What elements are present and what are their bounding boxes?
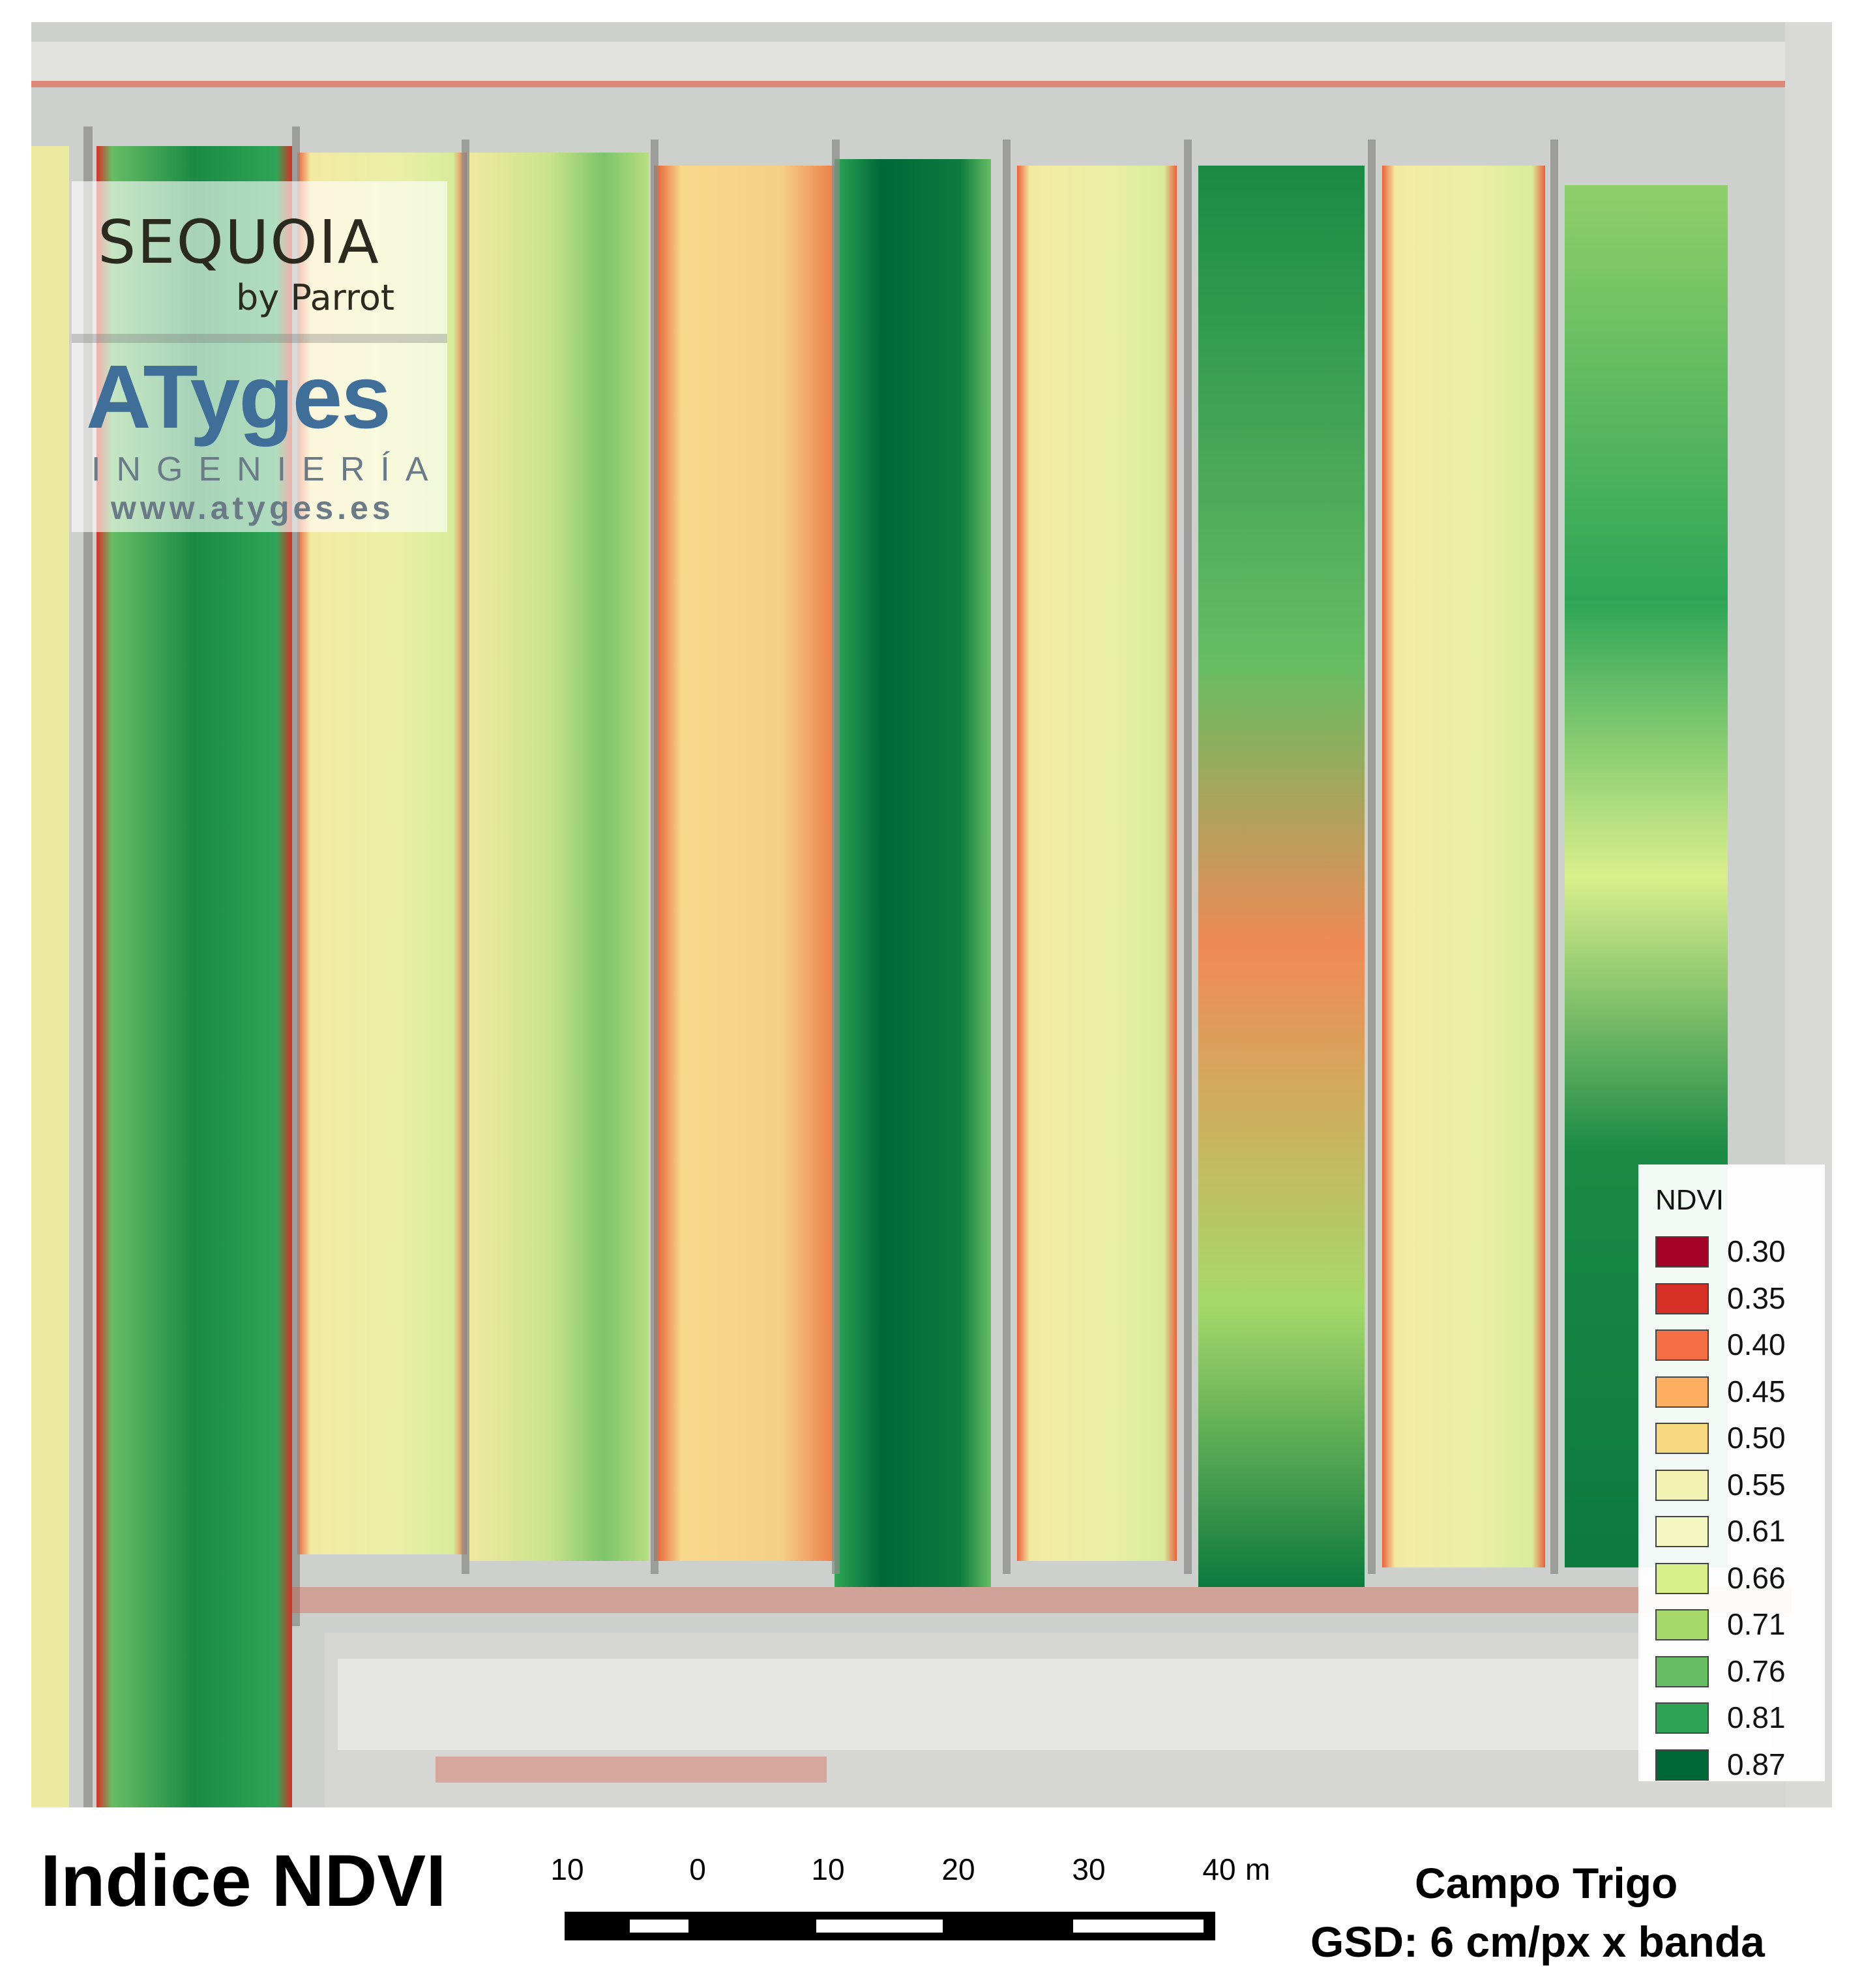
legend-value: 0.45 bbox=[1727, 1374, 1786, 1408]
legend-swatch bbox=[1655, 1516, 1709, 1547]
legend-swatch bbox=[1655, 1749, 1709, 1781]
scale-tick-label: 10 bbox=[811, 1852, 845, 1886]
field-strip bbox=[835, 159, 991, 1587]
legend-swatch bbox=[1655, 1655, 1709, 1687]
scale-bar: 10 0 10 20 30 40 m bbox=[550, 1852, 1291, 1976]
legend-value: 0.81 bbox=[1727, 1700, 1786, 1734]
gsd-text: GSD: 6 cm/px x banda bbox=[1310, 1918, 1765, 1966]
legend-item: 0.81 bbox=[1655, 1700, 1818, 1734]
legend-swatch bbox=[1655, 1609, 1709, 1640]
legend-value: 0.66 bbox=[1727, 1560, 1786, 1595]
legend-swatch bbox=[1655, 1423, 1709, 1454]
scale-tick-label: 30 bbox=[1072, 1852, 1106, 1886]
scale-tick-label: 10 bbox=[550, 1852, 584, 1886]
legend-swatch bbox=[1655, 1283, 1709, 1314]
sequoia-by-parrot: by Parrot bbox=[236, 277, 395, 318]
scale-tick-label: 40 bbox=[1202, 1852, 1236, 1886]
legend-value: 0.87 bbox=[1727, 1747, 1786, 1781]
scale-tick-label: 0 bbox=[689, 1852, 706, 1886]
legend-value: 0.61 bbox=[1727, 1514, 1786, 1548]
scale-segment bbox=[816, 1920, 943, 1933]
legend-value: 0.55 bbox=[1727, 1467, 1786, 1502]
scale-segment bbox=[630, 1920, 688, 1933]
field-strip bbox=[1017, 166, 1177, 1561]
scale-tick-label: 20 bbox=[941, 1852, 975, 1886]
legend-item: 0.55 bbox=[1655, 1467, 1818, 1502]
legend-item: 0.50 bbox=[1655, 1420, 1818, 1455]
legend-swatch bbox=[1655, 1702, 1709, 1734]
scale-segment bbox=[1073, 1920, 1204, 1933]
legend-item: 0.35 bbox=[1655, 1281, 1818, 1315]
atyges-ingenieria: INGENIERÍA bbox=[91, 451, 444, 488]
ndvi-map bbox=[31, 22, 1832, 1807]
legend-swatch bbox=[1655, 1469, 1709, 1501]
field-name: Campo Trigo bbox=[1415, 1859, 1678, 1907]
legend-value: 0.30 bbox=[1727, 1234, 1786, 1268]
field-strip bbox=[1198, 166, 1365, 1587]
legend-swatch bbox=[1655, 1236, 1709, 1268]
sequoia-logo: SEQUOIA bbox=[98, 207, 380, 277]
legend-swatch bbox=[1655, 1329, 1709, 1361]
legend-swatch bbox=[1655, 1562, 1709, 1594]
scale-track bbox=[565, 1912, 1215, 1940]
logo-divider bbox=[72, 334, 447, 343]
legend-value: 0.40 bbox=[1727, 1328, 1786, 1361]
legend-item: 0.66 bbox=[1655, 1560, 1818, 1595]
field-strip bbox=[654, 166, 836, 1561]
legend-title: NDVI bbox=[1655, 1184, 1724, 1216]
legend-value: 0.50 bbox=[1727, 1421, 1786, 1455]
legend-value: 0.71 bbox=[1727, 1607, 1786, 1641]
legend-item: 0.45 bbox=[1655, 1374, 1818, 1408]
legend-swatch bbox=[1655, 1376, 1709, 1408]
field-strip bbox=[1382, 166, 1545, 1567]
atyges-logo: ATyges bbox=[86, 347, 391, 447]
legend-item: 0.87 bbox=[1655, 1747, 1818, 1781]
field-strip bbox=[31, 146, 69, 1807]
legend-value: 0.76 bbox=[1727, 1654, 1786, 1688]
legend-item: 0.30 bbox=[1655, 1234, 1818, 1268]
legend-item: 0.76 bbox=[1655, 1654, 1818, 1688]
scale-unit: m bbox=[1245, 1852, 1271, 1886]
legend-item: 0.71 bbox=[1655, 1607, 1818, 1641]
field-strip bbox=[469, 153, 649, 1561]
legend-value: 0.35 bbox=[1727, 1281, 1786, 1315]
legend-item: 0.61 bbox=[1655, 1513, 1818, 1548]
logo-panel bbox=[72, 181, 447, 532]
atyges-website: www.atyges.es bbox=[111, 490, 394, 526]
legend-item: 0.40 bbox=[1655, 1327, 1818, 1361]
map-title: Indice NDVI bbox=[40, 1840, 447, 1921]
ndvi-legend: NDVI 0.30 0.35 0.40 0.45 0.50 0.55 0.61 0.66 0.7… bbox=[1638, 1165, 1825, 1781]
